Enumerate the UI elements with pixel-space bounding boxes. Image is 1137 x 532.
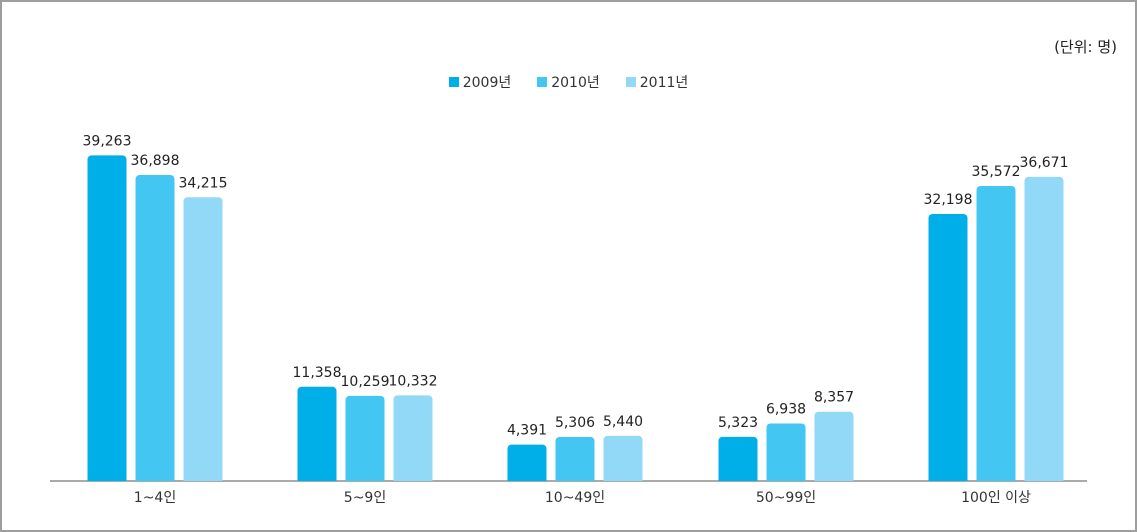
data-label-2-2: 5,440	[603, 414, 643, 430]
bar-base-1-4	[976, 477, 1016, 481]
bar-1-1	[345, 395, 385, 481]
bar-base-0-2	[507, 477, 547, 481]
bar-1-4	[976, 186, 1016, 481]
data-label-0-2: 4,391	[507, 423, 547, 439]
category-label-2: 10~49인	[545, 490, 605, 506]
bar-2-0	[183, 197, 223, 481]
bar-base-1-0	[135, 477, 175, 481]
bar-0-4	[928, 213, 968, 481]
bar-base-1-1	[345, 477, 385, 481]
legend-label-2010: 2010년	[551, 75, 600, 91]
legend: 2009년 2010년 2011년	[0, 72, 1137, 92]
bar-base-1-3	[766, 477, 806, 481]
bar-base-2-2	[603, 477, 643, 481]
legend-item-2010: 2010년	[537, 72, 600, 92]
data-label-2-0: 34,215	[179, 175, 228, 191]
data-label-2-1: 10,332	[389, 373, 438, 389]
legend-swatch-2009	[448, 77, 459, 87]
bar-1-2	[555, 436, 595, 481]
data-label-0-1: 11,358	[293, 365, 342, 381]
bar-base-2-1	[393, 477, 433, 481]
bar-0-2	[507, 444, 547, 481]
bar-0-1	[297, 386, 337, 481]
data-label-2-4: 36,671	[1020, 155, 1069, 171]
bar-2-4	[1024, 176, 1064, 481]
legend-label-2009: 2009년	[462, 75, 512, 91]
bar-base-0-4	[928, 477, 968, 481]
legend-swatch-2010	[537, 77, 548, 87]
bar-base-2-0	[183, 477, 223, 481]
data-label-1-0: 36,898	[131, 153, 180, 169]
data-label-1-4: 35,572	[972, 164, 1021, 180]
data-label-0-4: 32,198	[924, 192, 973, 208]
data-label-2-3: 8,357	[814, 390, 854, 406]
data-label-1-1: 10,259	[341, 374, 390, 390]
bar-1-0	[135, 175, 175, 481]
bar-base-0-1	[297, 477, 337, 481]
data-label-1-3: 6,938	[766, 401, 806, 417]
legend-item-2009: 2009년	[448, 72, 512, 92]
bar-base-2-3	[814, 477, 854, 481]
bar-2-2	[603, 435, 643, 481]
bar-2-3	[814, 411, 854, 481]
category-label-4: 100인 이상	[961, 490, 1031, 506]
legend-item-2011: 2011년	[625, 72, 689, 92]
bar-0-0	[87, 155, 127, 481]
unit-label: (단위: 명)	[1054, 38, 1117, 56]
bar-0-3	[718, 436, 758, 481]
legend-label-2011: 2011년	[639, 75, 689, 91]
category-label-1: 5~9인	[344, 490, 386, 506]
legend-swatch-2011	[625, 77, 636, 87]
category-label-3: 50~99인	[756, 490, 816, 506]
bar-2-1	[393, 395, 433, 481]
bar-1-3	[766, 423, 806, 481]
data-label-1-2: 5,306	[555, 415, 595, 431]
bar-base-0-3	[718, 477, 758, 481]
category-label-0: 1~4인	[134, 490, 176, 506]
data-label-0-0: 39,263	[83, 133, 132, 149]
data-label-0-3: 5,323	[718, 415, 758, 431]
bar-base-2-4	[1024, 477, 1064, 481]
bar-base-1-2	[555, 477, 595, 481]
bar-base-0-0	[87, 477, 127, 481]
